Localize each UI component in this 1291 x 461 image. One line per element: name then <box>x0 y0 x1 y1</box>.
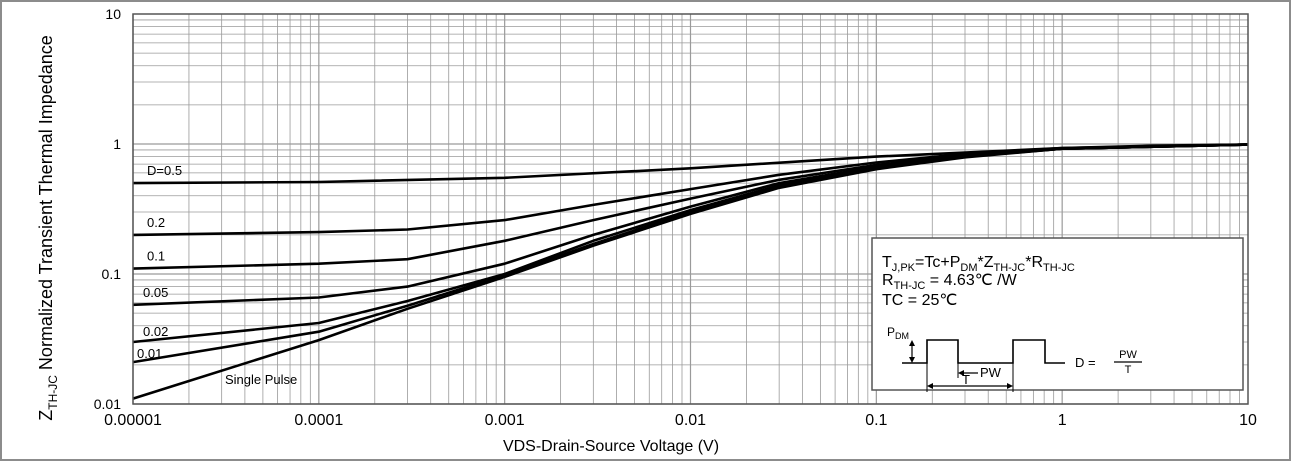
x-tick-label: 0.01 <box>675 412 706 429</box>
plot-area-border <box>132 13 1249 405</box>
pdm-arrow-down <box>909 357 915 363</box>
x-tick-label: 0.001 <box>485 412 525 429</box>
legend-rth-line: RTH-JC = 4.63℃ /W <box>882 272 1018 292</box>
t-arrow-left <box>927 383 933 389</box>
pulse-t-label: T <box>962 372 970 387</box>
series-layer: D=0.5 0.2 0.1 0.05 0.02 0.01 Single Pulse <box>132 143 1249 400</box>
series-label: 0.01 <box>137 346 162 361</box>
x-tick-label: 0.00001 <box>104 412 162 429</box>
x-tick-label: 0.1 <box>865 412 887 429</box>
pulse-diagram <box>902 339 1142 392</box>
series-label: 0.1 <box>147 249 165 264</box>
legend-formula-line: TJ,PK=Tc+PDM*ZTH-JC*RTH-JC <box>882 254 1075 274</box>
y-axis-label: ZTH-JC Normalized Transient Thermal Impe… <box>36 35 60 421</box>
x-tick-label: 10 <box>1239 412 1257 429</box>
y-tick-label: 1 <box>113 136 121 152</box>
tick-labels: 0.00001 0.0001 0.001 0.01 0.1 1 10 0.01 0.1 1 10 <box>94 6 1257 429</box>
pulse-pdm-label: PDM <box>887 325 909 341</box>
series-label: 0.2 <box>147 215 165 230</box>
legend-background <box>871 237 1244 391</box>
x-tick-label: 0.0001 <box>294 412 343 429</box>
duty-lhs-label: D = <box>1075 355 1096 370</box>
series-label: 0.05 <box>143 285 168 300</box>
series-label: Single Pulse <box>225 372 297 387</box>
pw-arrow-head <box>958 370 964 376</box>
pdm-arrow-up <box>909 340 915 346</box>
duty-numerator: PW <box>1119 349 1137 361</box>
pulse-waveform <box>902 339 1065 364</box>
x-tick-label: 1 <box>1058 412 1067 429</box>
t-arrow-right <box>1007 383 1013 389</box>
y-tick-label: 0.01 <box>94 396 121 412</box>
legend-box: TJ,PK=Tc+PDM*ZTH-JC*RTH-JC RTH-JC = 4.63… <box>871 237 1244 392</box>
y-tick-label: 10 <box>105 6 121 22</box>
y-tick-label: 0.1 <box>102 266 122 282</box>
series-label: D=0.5 <box>147 163 182 178</box>
pulse-pw-label: PW <box>980 365 1002 380</box>
series-label: 0.02 <box>143 324 168 339</box>
x-axis-label: VDS-Drain-Source Voltage (V) <box>503 438 719 455</box>
series-line <box>132 143 1249 400</box>
duty-denominator: T <box>1125 364 1132 376</box>
legend-tc-line: TC = 25℃ <box>882 292 957 309</box>
